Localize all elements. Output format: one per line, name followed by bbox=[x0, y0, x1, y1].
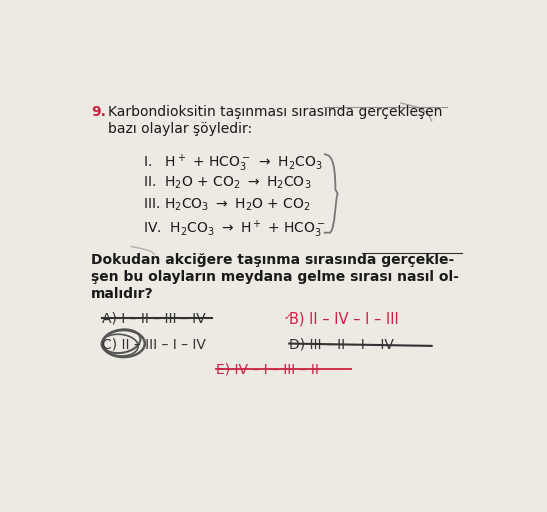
Text: C) II – III – I – IV: C) II – III – I – IV bbox=[102, 337, 206, 351]
Text: I.   H$^+$ + HCO$_3^-$ $\rightarrow$ H$_2$CO$_3$: I. H$^+$ + HCO$_3^-$ $\rightarrow$ H$_2$… bbox=[143, 153, 323, 174]
Text: E) IV – I – III – II: E) IV – I – III – II bbox=[216, 363, 319, 377]
Text: Karbondioksitin taşınması sırasında gerçekleşen: Karbondioksitin taşınması sırasında gerç… bbox=[108, 105, 443, 119]
Text: II.  H$_2$O + CO$_2$ $\rightarrow$ H$_2$CO$_3$: II. H$_2$O + CO$_2$ $\rightarrow$ H$_2$C… bbox=[143, 175, 311, 191]
Text: Dokudan akciğere taşınma sırasında gerçekle-: Dokudan akciğere taşınma sırasında gerçe… bbox=[91, 253, 455, 267]
Text: malıdır?: malıdır? bbox=[91, 287, 154, 301]
Text: III. H$_2$CO$_3$ $\rightarrow$ H$_2$O + CO$_2$: III. H$_2$CO$_3$ $\rightarrow$ H$_2$O + … bbox=[143, 197, 311, 213]
Text: IV.  H$_2$CO$_3$ $\rightarrow$ H$^+$ + HCO$_3^-$: IV. H$_2$CO$_3$ $\rightarrow$ H$^+$ + HC… bbox=[143, 219, 325, 240]
Text: B) II – IV – I – III: B) II – IV – I – III bbox=[289, 312, 399, 327]
Text: 9.: 9. bbox=[91, 105, 106, 119]
Text: bazı olaylar şöyledir:: bazı olaylar şöyledir: bbox=[108, 122, 252, 136]
Text: D) III – II – I – IV: D) III – II – I – IV bbox=[289, 337, 394, 351]
Text: şen bu olayların meydana gelme sırası nasıl ol-: şen bu olayların meydana gelme sırası na… bbox=[91, 270, 459, 284]
Text: ✓: ✓ bbox=[284, 312, 292, 322]
Text: A) I – II – III – IV: A) I – II – III – IV bbox=[102, 312, 206, 326]
